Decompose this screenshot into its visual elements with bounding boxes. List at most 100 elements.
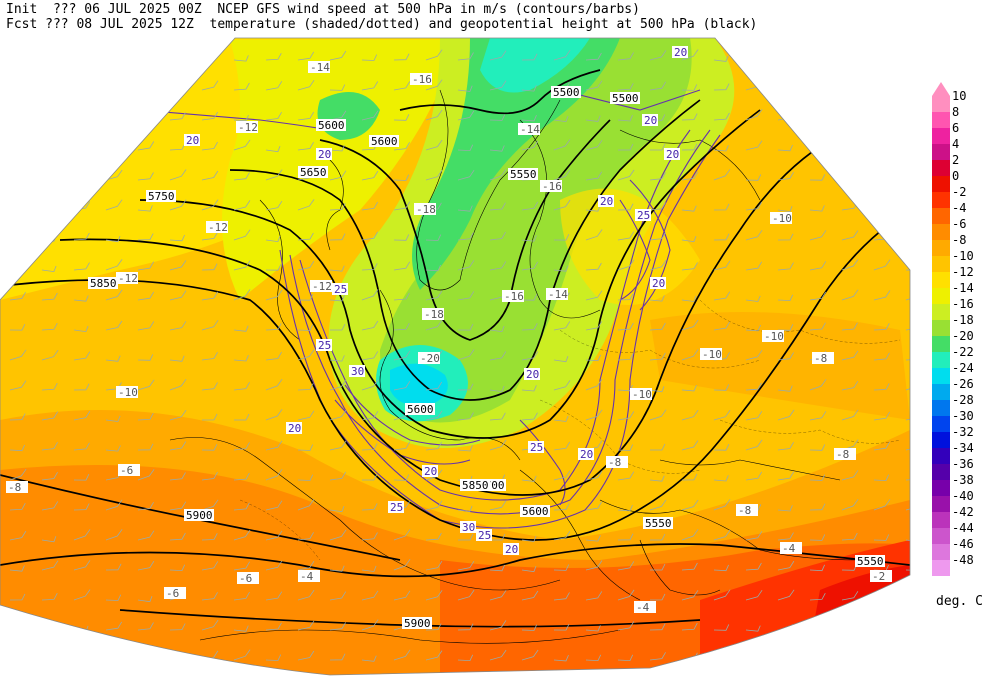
wind-label: 20 xyxy=(674,46,687,59)
wind-barb xyxy=(906,203,910,211)
wind-barb xyxy=(521,385,537,392)
legend-level: -20 xyxy=(928,329,1000,352)
wind-barb xyxy=(905,51,910,61)
wind-barb xyxy=(329,84,346,91)
wind-barb xyxy=(329,409,347,421)
wind-barb xyxy=(457,383,474,391)
wind-barb xyxy=(201,319,219,331)
wind-barb xyxy=(41,292,58,301)
legend-label: 6 xyxy=(952,121,960,135)
wind-barb xyxy=(777,49,795,61)
wind-barb xyxy=(201,619,219,631)
legend-label: 2 xyxy=(952,153,960,167)
wind-barb xyxy=(9,530,27,541)
wind-barb xyxy=(777,352,794,361)
wind-barb xyxy=(169,378,187,391)
wind-barb xyxy=(169,234,185,242)
wind-barb xyxy=(649,499,667,511)
legend-swatch xyxy=(932,464,950,480)
wind-barb xyxy=(585,321,603,331)
wind-barb xyxy=(105,445,121,452)
legend-level: -38 xyxy=(928,473,1000,496)
temp-label: -6 xyxy=(120,464,133,477)
wind-barb xyxy=(553,415,569,422)
wind-barb xyxy=(41,649,59,661)
wind-barb xyxy=(457,589,475,601)
wind-barb xyxy=(457,260,475,271)
wind-barb xyxy=(777,80,795,91)
temp-label: -12 xyxy=(118,272,138,285)
wind-barb xyxy=(873,534,890,541)
wind-barb xyxy=(617,561,635,571)
wind-barb xyxy=(41,323,58,331)
legend-swatch xyxy=(932,416,950,432)
temp-label: -20 xyxy=(420,352,440,365)
wind-barb xyxy=(425,500,443,511)
wind-barb xyxy=(425,442,442,451)
wind-barb xyxy=(361,110,379,121)
wind-barb xyxy=(9,444,25,452)
wind-barb xyxy=(617,654,634,662)
wind-barb xyxy=(201,533,218,541)
height-label: 5900 xyxy=(404,617,431,630)
wind-barb xyxy=(361,411,379,421)
temp-label: -8 xyxy=(608,456,621,469)
wind-barb xyxy=(393,380,411,391)
wind-barb xyxy=(521,85,537,92)
wind-barb xyxy=(841,499,859,511)
wind-barb xyxy=(617,203,634,211)
legend-level: -48 xyxy=(928,553,1000,576)
wind-barb xyxy=(681,205,697,212)
wind-barb xyxy=(425,560,443,571)
wind-barb xyxy=(841,289,859,301)
wind-barb xyxy=(361,263,378,271)
wind-barb xyxy=(73,262,90,271)
wind-barb xyxy=(777,589,795,601)
wind-barb xyxy=(233,591,250,601)
wind-barb xyxy=(9,172,26,181)
legend-level: -12 xyxy=(928,265,1000,288)
wind-label: 20 xyxy=(600,195,613,208)
wind-barb xyxy=(330,323,346,331)
wind-barb xyxy=(137,469,155,481)
wind-barb xyxy=(649,172,666,181)
wind-barb xyxy=(457,144,474,152)
wind-barb xyxy=(233,289,251,301)
wind-barb xyxy=(169,260,187,271)
wind-barb xyxy=(458,533,474,541)
wind-barb xyxy=(809,81,826,91)
wind-barb xyxy=(265,378,283,391)
wind-barb xyxy=(137,622,154,631)
wind-barb xyxy=(105,529,123,541)
legend-level: 10 xyxy=(928,89,1000,112)
wind-barb xyxy=(713,564,729,572)
legend-max-arrow xyxy=(932,82,950,96)
wind-barb xyxy=(233,381,250,391)
legend-label: -34 xyxy=(952,441,974,455)
wind-barb xyxy=(457,169,475,181)
wind-barb xyxy=(841,532,858,541)
wind-barb xyxy=(521,115,537,122)
wind-barb xyxy=(169,81,186,91)
wind-barb xyxy=(425,290,443,301)
wind-barb xyxy=(265,654,282,661)
wind-barb xyxy=(137,379,155,391)
wind-barb xyxy=(265,409,283,421)
legend-level: 8 xyxy=(928,105,1000,128)
wind-barb xyxy=(393,558,411,571)
wind-barb xyxy=(393,474,410,481)
wind-label: 25 xyxy=(637,209,650,222)
wind-barb xyxy=(873,139,891,151)
wind-barb xyxy=(457,323,474,331)
wind-barb xyxy=(649,295,665,302)
borders xyxy=(239,299,901,561)
wind-barb xyxy=(649,623,666,631)
wind-barb xyxy=(297,532,314,541)
wind-barb xyxy=(777,654,794,661)
wind-label: 20 xyxy=(186,134,199,147)
wind-barb xyxy=(137,530,155,541)
wind-barb xyxy=(73,503,90,511)
wind-barb xyxy=(169,564,186,572)
wind-barb xyxy=(649,386,665,393)
wind-label: 20 xyxy=(644,114,657,127)
